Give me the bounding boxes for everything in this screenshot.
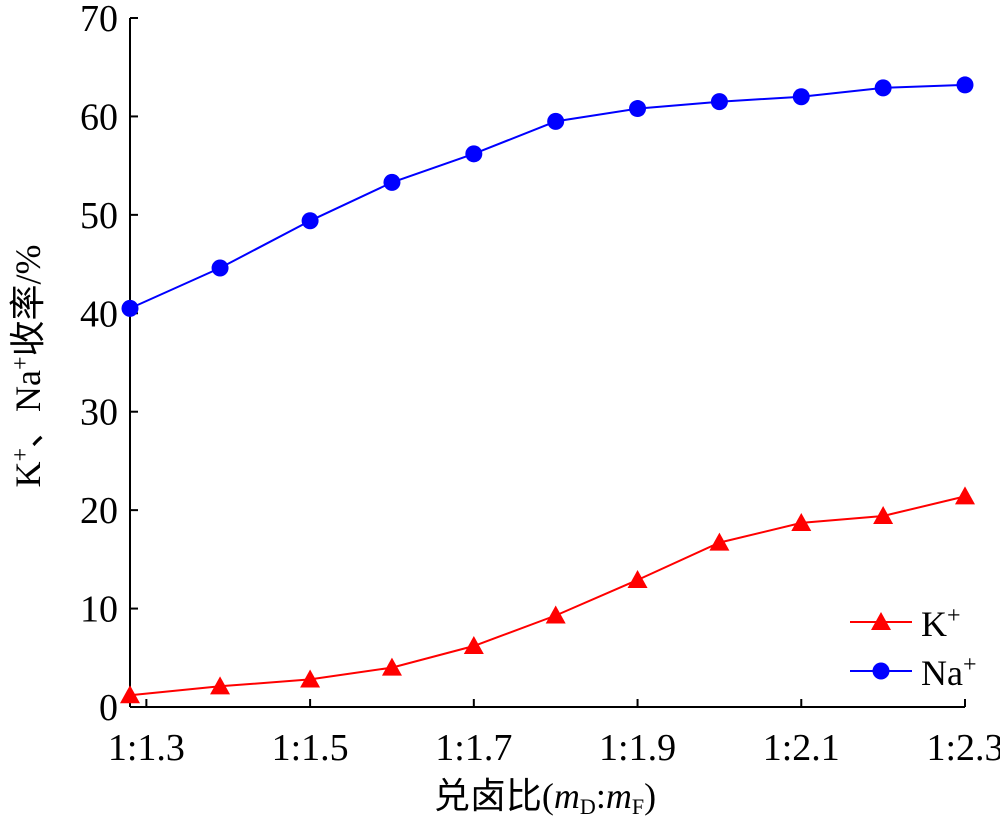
y-tick-label-20: 20 [80,490,118,532]
data-point-k-3 [381,657,402,676]
data-point-k-0 [120,685,140,704]
legend-k-label: K+ [921,603,961,644]
legend-k-marker [871,612,891,630]
data-point-k-2 [300,669,321,688]
x-tick-label-1: 1:1.5 [272,727,349,769]
legend-na-label: Na+ [921,652,977,693]
data-point-k-6 [627,570,648,589]
data-point-k-1 [210,676,231,695]
axes [129,18,965,708]
series-line-na [129,83,966,310]
legend-na-marker [872,662,890,680]
y-tick-label-50: 50 [80,195,118,237]
data-point-k-7 [709,532,730,551]
x-tick-label-0: 1:1.3 [108,727,185,769]
x-tick-label-2: 1:1.7 [435,727,512,769]
y-tick-label-60: 60 [80,96,118,138]
data-point-na-5 [547,112,565,130]
data-point-na-3 [383,173,401,191]
data-point-na-2 [301,212,319,230]
y-tick-label-40: 40 [80,293,118,335]
data-point-na-4 [465,145,483,163]
y-axis-title: K+、Na+收率/% [8,244,48,487]
series-layer [120,76,975,704]
y-axis-ticks: 0 10 20 30 40 50 60 70 [80,0,138,729]
data-point-k-8 [791,512,812,531]
x-tick-label-4: 1:2.1 [763,727,840,769]
y-tick-label-10: 10 [80,589,118,631]
legend: K+ Na+ [850,603,977,693]
x-axis-ticks: 1:1.3 1:1.5 1:1.7 1:1.9 1:2.1 1:2.3 [108,699,1000,769]
y-tick-label-30: 30 [80,392,118,434]
data-point-na-0 [121,299,139,317]
data-point-k-9 [873,506,894,525]
data-point-na-9 [874,79,892,97]
data-point-na-10 [956,76,974,94]
data-point-na-8 [792,88,810,106]
data-point-na-1 [211,259,229,277]
data-point-k-5 [545,605,566,624]
data-point-k-4 [463,635,484,654]
x-tick-label-5: 1:2.3 [926,727,1000,769]
y-tick-label-70: 70 [80,0,118,40]
y-tick-label-0: 0 [99,687,118,729]
x-tick-label-3: 1:1.9 [599,727,676,769]
data-point-na-6 [629,100,647,118]
data-point-k-10 [955,486,975,505]
series-line-k [129,495,966,697]
x-axis-title: 兑卤比(mD:mF) [434,776,656,819]
data-point-na-7 [710,93,728,111]
